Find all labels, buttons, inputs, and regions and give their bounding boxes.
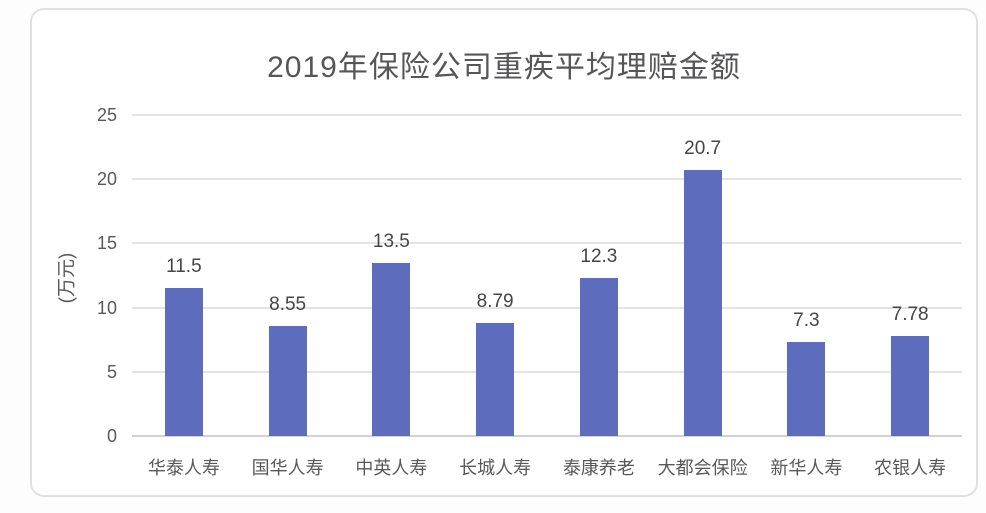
bar (683, 170, 722, 436)
chart-card: 2019年保险公司重疾平均理赔金额 (万元) 0 5 10 15 20 25 11.5 8.5… (30, 8, 978, 497)
bar (579, 278, 618, 436)
bar-value-label: 12.3 (580, 246, 618, 268)
bar (476, 323, 515, 436)
bar (787, 342, 826, 436)
y-axis-tick-label: 5 (106, 361, 117, 382)
plot-area: 0 5 10 15 20 25 11.5 8.55 13.5 8.79 12.3 20.7 7.3 7.7… (97, 106, 962, 445)
x-axis-category-label: 长城人寿 (459, 458, 532, 478)
bar-column: 13.5 (340, 115, 444, 436)
y-axis-tick-label: 10 (96, 297, 117, 318)
chart-title: 2019年保险公司重疾平均理赔金额 (267, 51, 741, 84)
gridline (132, 306, 962, 309)
gridline (132, 114, 962, 116)
x-axis-category-label: 农银人寿 (874, 458, 947, 478)
bar (372, 262, 411, 436)
bar-column: 8.79 (443, 115, 547, 436)
y-axis-tick-label: 20 (96, 169, 117, 190)
bar-series: 11.5 8.55 13.5 8.79 12.3 20.7 7.3 7.78 (132, 115, 962, 436)
gridline (132, 370, 962, 373)
y-axis-tick-label: 0 (106, 426, 117, 446)
gridline (132, 178, 962, 181)
x-axis-category-label: 新华人寿 (770, 458, 843, 478)
bar (268, 326, 307, 436)
x-axis-category-label: 中英人寿 (355, 458, 428, 478)
x-axis-category-label: 国华人寿 (251, 458, 324, 478)
x-axis-labels: 华泰人寿 国华人寿 中英人寿 长城人寿 泰康养老 大都会保险 新华人寿 农银人寿 (132, 454, 962, 480)
bar-value-label: 7.3 (793, 310, 820, 332)
bar-value-label: 11.5 (166, 256, 202, 278)
y-axis-title: (万元) (56, 252, 78, 304)
bar-value-label: 7.78 (891, 304, 929, 326)
bar-value-label: 8.55 (269, 294, 307, 316)
bar-column: 12.3 (547, 115, 651, 436)
x-axis-category-label: 华泰人寿 (147, 458, 220, 478)
bar-value-label: 20.7 (684, 138, 722, 160)
bar-column: 20.7 (651, 115, 755, 436)
bar (891, 336, 930, 436)
gridline (132, 435, 962, 437)
y-axis-tick-label: 25 (96, 105, 117, 125)
bar-column: 7.3 (755, 115, 859, 436)
bar-column: 8.55 (236, 115, 340, 436)
bar-value-label: 8.79 (476, 291, 514, 313)
bar (164, 288, 203, 436)
gridline (132, 242, 962, 245)
bar-value-label: 13.5 (372, 230, 410, 252)
x-axis-category-label: 泰康养老 (562, 458, 635, 478)
y-axis-tick-label: 15 (96, 233, 117, 254)
x-axis-category-label: 大都会保险 (657, 458, 748, 478)
bar-column: 11.5 (132, 115, 236, 436)
bar-column: 7.78 (858, 115, 962, 436)
